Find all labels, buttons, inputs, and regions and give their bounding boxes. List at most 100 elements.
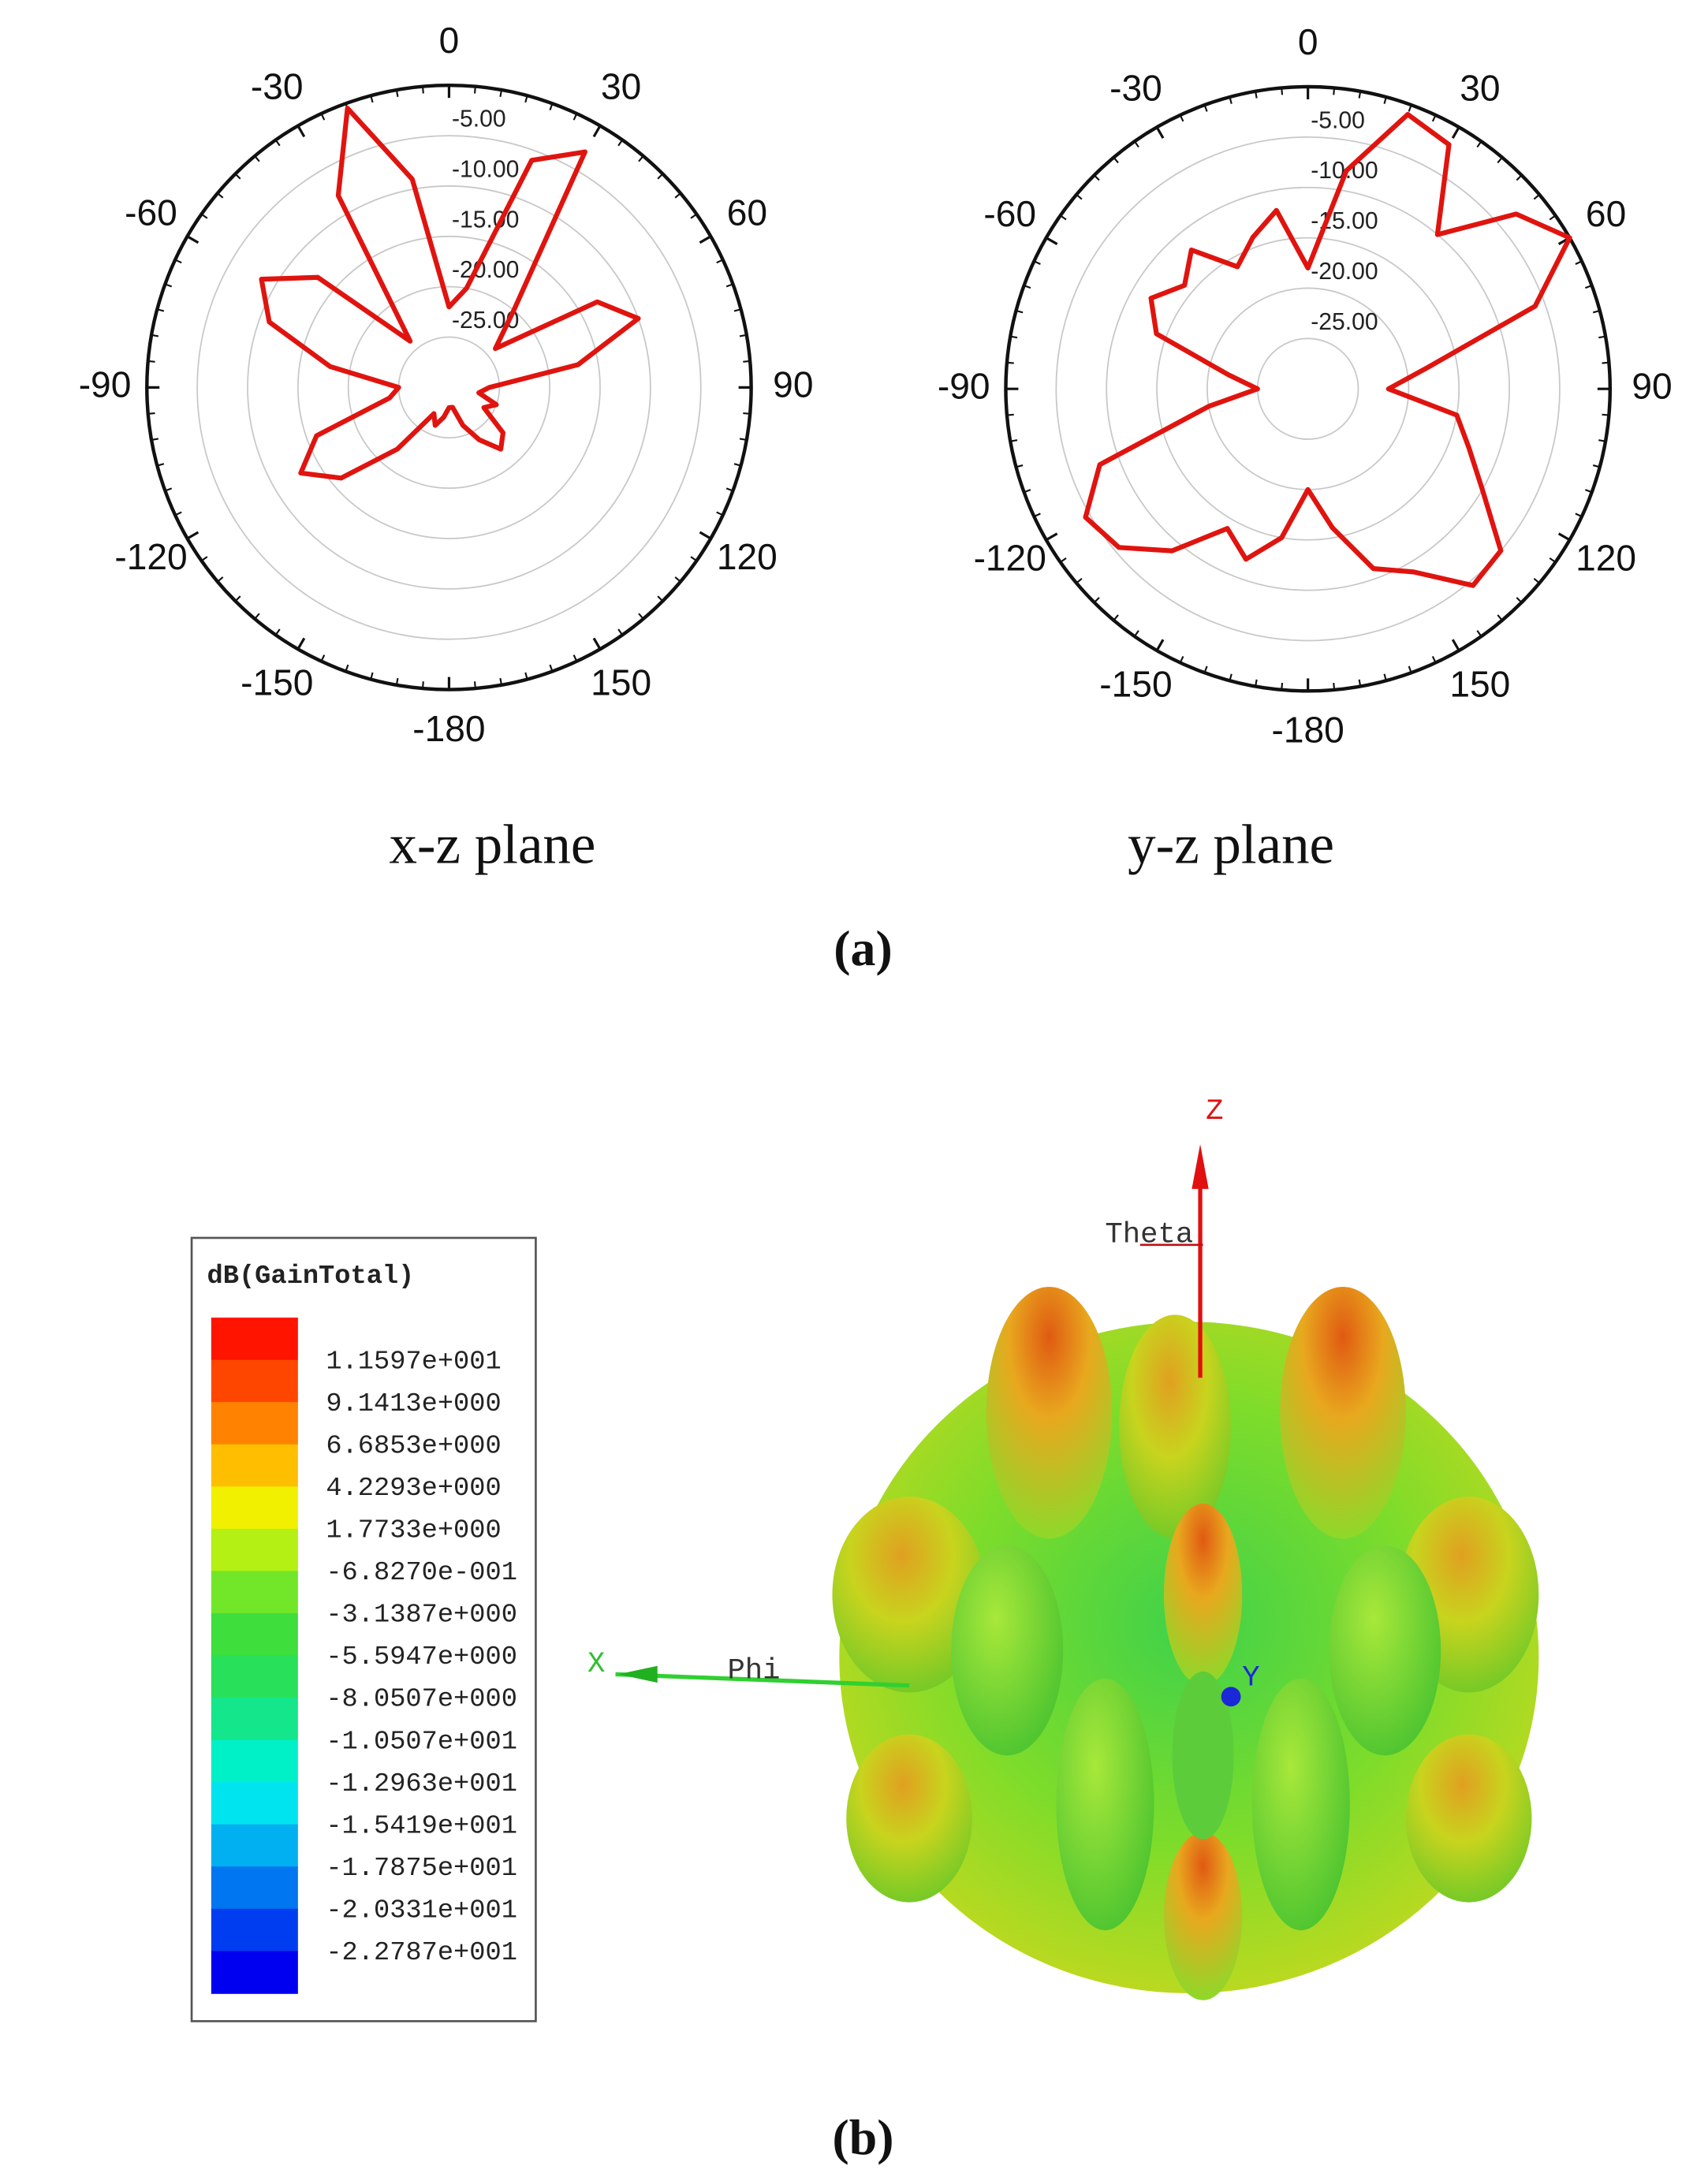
legend-label: 4.2293e+000 xyxy=(326,1474,501,1504)
axis-label: X xyxy=(587,1648,605,1681)
r-tick-label: -20.00 xyxy=(452,257,519,283)
legend-label: -1.2963e+001 xyxy=(326,1769,517,1799)
legend-swatch xyxy=(211,1318,298,1361)
angle-tick xyxy=(186,531,200,540)
minor-tick xyxy=(1093,597,1100,603)
minor-tick xyxy=(174,511,182,516)
minor-tick xyxy=(370,672,374,680)
minor-tick xyxy=(1229,96,1233,104)
minor-tick xyxy=(499,89,503,97)
minor-tick xyxy=(1076,194,1083,200)
minor-tick xyxy=(1179,655,1184,663)
angle-tick-label: -180 xyxy=(1272,710,1344,751)
minor-tick xyxy=(320,113,326,121)
y-axis xyxy=(1221,1687,1241,1707)
minor-tick xyxy=(743,412,751,415)
minor-tick xyxy=(1133,140,1139,148)
angle-tick-label: -60 xyxy=(983,193,1036,234)
minor-tick xyxy=(1060,214,1067,221)
r-tick-label: -20.00 xyxy=(1311,259,1378,285)
pattern-lobe xyxy=(832,1497,986,1693)
angle-tick-label: 0 xyxy=(439,20,460,61)
minor-tick xyxy=(725,283,733,288)
minor-tick xyxy=(1383,673,1387,681)
angle-tick xyxy=(186,235,200,244)
r-tick-label: -25.00 xyxy=(1311,309,1378,335)
legend-swatch xyxy=(211,1908,298,1952)
minor-tick xyxy=(165,283,173,288)
minor-tick xyxy=(1516,174,1523,181)
minor-tick xyxy=(217,576,224,583)
minor-tick xyxy=(1497,156,1503,164)
minor-tick xyxy=(147,412,155,415)
legend-label: -5.5947e+000 xyxy=(326,1642,517,1672)
minor-tick xyxy=(1431,114,1437,122)
grid-ring xyxy=(1055,136,1561,642)
minor-tick xyxy=(657,595,664,602)
legend-swatch xyxy=(211,1739,298,1784)
angle-tick-label: 150 xyxy=(1449,663,1510,704)
minor-tick xyxy=(370,95,374,103)
minor-tick xyxy=(1602,413,1609,416)
minor-tick xyxy=(157,463,165,467)
minor-tick xyxy=(395,677,399,685)
grid-ring xyxy=(1256,337,1359,440)
angle-tick-label: 120 xyxy=(717,536,778,577)
legend-label: -2.2787e+001 xyxy=(326,1938,517,1968)
minor-tick xyxy=(1585,285,1593,289)
plane-caption: x-z plane xyxy=(389,815,595,876)
minor-tick xyxy=(1093,174,1100,181)
legend-label: 1.1597e+001 xyxy=(326,1347,501,1377)
pattern-lobe xyxy=(1056,1678,1154,1931)
minor-tick xyxy=(743,360,751,363)
angle-tick xyxy=(1451,639,1460,651)
angle-tick xyxy=(1155,126,1165,139)
axis-label: Z xyxy=(1206,1095,1223,1128)
minor-tick xyxy=(1585,489,1593,494)
minor-tick xyxy=(716,511,724,516)
minor-tick xyxy=(1549,214,1557,221)
angle-tick-label: 30 xyxy=(601,66,641,107)
minor-tick xyxy=(1476,140,1482,148)
minor-tick xyxy=(151,334,159,337)
minor-tick xyxy=(674,192,681,199)
minor-tick xyxy=(638,155,644,162)
minor-tick xyxy=(1060,557,1067,563)
minor-tick xyxy=(1255,91,1258,99)
legend-label: -6.8270e-001 xyxy=(326,1558,517,1588)
minor-tick xyxy=(1113,614,1119,621)
pattern-line xyxy=(1083,112,1572,588)
minor-tick xyxy=(638,613,644,620)
minor-tick xyxy=(200,556,208,562)
minor-tick xyxy=(1006,413,1014,416)
grid-ring xyxy=(196,135,702,640)
pattern-lobe xyxy=(1163,1832,1243,2000)
minor-tick xyxy=(549,103,554,111)
minor-tick xyxy=(1431,655,1437,663)
pattern-lobe xyxy=(986,1287,1113,1539)
minor-tick xyxy=(1408,104,1412,112)
grid-ring xyxy=(247,185,651,590)
minor-tick xyxy=(1575,260,1583,265)
angle-tick-label: -30 xyxy=(251,66,304,107)
legend-label: -1.7875e+001 xyxy=(326,1854,517,1884)
legend-swatch xyxy=(211,1359,298,1403)
angle-tick xyxy=(296,125,306,138)
minor-tick xyxy=(147,360,155,363)
angle-tick-label: 0 xyxy=(1298,21,1318,62)
legend-label: 6.6853e+000 xyxy=(326,1431,501,1461)
angle-tick-label: -90 xyxy=(938,365,990,406)
angle-tick-label: -180 xyxy=(412,708,485,749)
angle-tick xyxy=(1451,126,1460,139)
pattern-lobe xyxy=(1163,1504,1243,1686)
minor-tick xyxy=(254,155,260,162)
minor-tick xyxy=(725,487,733,492)
minor-tick xyxy=(674,576,681,583)
minor-tick xyxy=(739,334,747,337)
legend-label: 9.1413e+000 xyxy=(326,1389,501,1419)
minor-tick xyxy=(234,173,241,180)
minor-tick xyxy=(1033,513,1041,518)
minor-tick xyxy=(572,654,578,662)
minor-tick xyxy=(549,664,554,672)
